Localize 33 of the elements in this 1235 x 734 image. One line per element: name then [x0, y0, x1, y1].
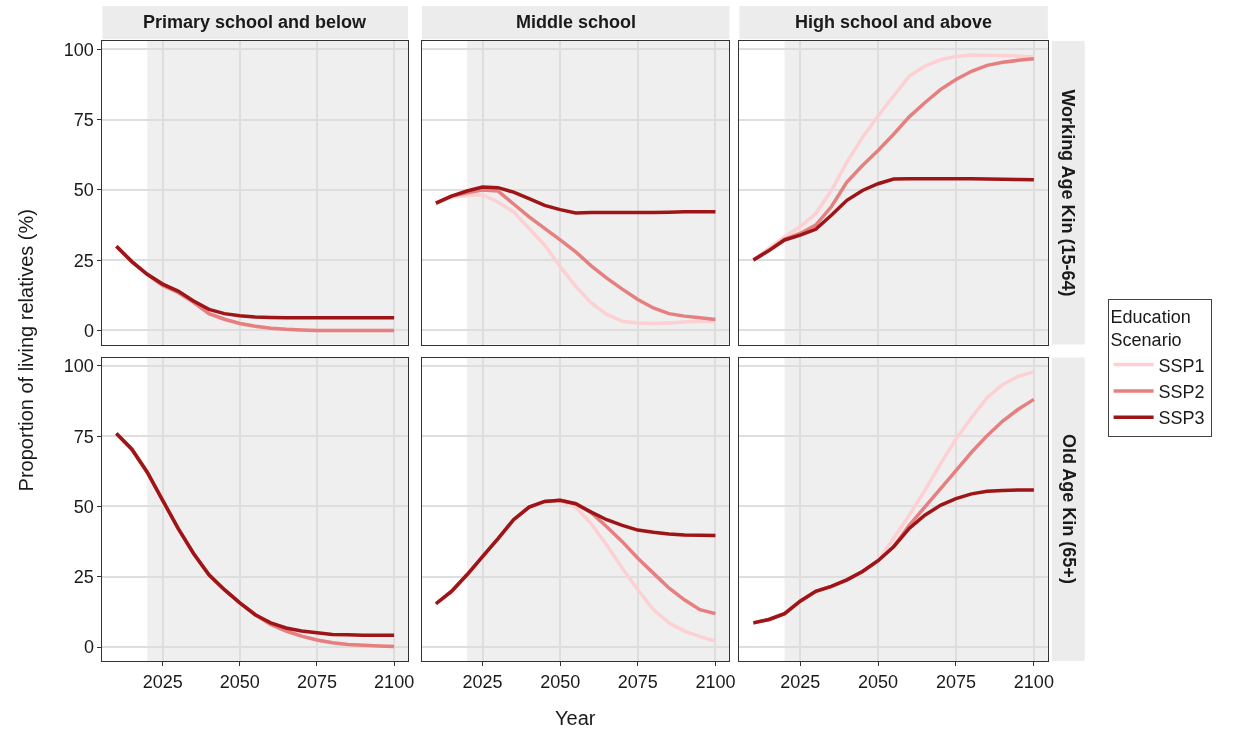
legend-label: SSP1: [1158, 355, 1205, 376]
x-tick-label: 2100: [374, 671, 415, 692]
y-tick-label: 25: [73, 250, 94, 271]
y-tick-label: 0: [83, 320, 94, 341]
chart-title: Primary school and below: [143, 12, 368, 32]
legend-label: SSP2: [1158, 381, 1205, 402]
legend-title: Education Scenario: [1110, 306, 1191, 351]
x-tick-label: 2075: [296, 671, 337, 692]
y-axis-title: Proportion of living relatives (%): [15, 209, 38, 492]
y-tick-label: 75: [73, 109, 94, 130]
x-tick-label: 2075: [617, 671, 658, 692]
x-tick-label: 2025: [462, 671, 503, 692]
text: Working Age Kin (15-64): [1058, 89, 1079, 297]
y-tick-label: 50: [73, 180, 94, 201]
x-tick-label: 2025: [142, 671, 183, 692]
y-tick-label: 25: [73, 567, 94, 588]
chart-title: High school and above: [795, 12, 993, 32]
y-tick-label: 100: [63, 356, 94, 377]
x-tick-label: 2100: [1013, 671, 1054, 692]
y-tick-label: 100: [63, 39, 94, 60]
x-tick-label: 2050: [540, 671, 581, 692]
x-tick-label: 2025: [780, 671, 821, 692]
y-tick-label: 50: [73, 496, 94, 517]
x-tick-label: 2050: [219, 671, 260, 692]
x-axis-title: Year: [555, 707, 596, 729]
x-tick-label: 2050: [858, 671, 899, 692]
chart-title: Middle school: [516, 12, 637, 32]
y-tick-label: 75: [73, 426, 94, 447]
legend-label: SSP3: [1158, 408, 1205, 429]
y-tick-label: 0: [83, 637, 94, 658]
text: Old Age Kin (65+): [1058, 434, 1079, 584]
x-tick-label: 2100: [695, 671, 736, 692]
x-tick-label: 2075: [935, 671, 976, 692]
